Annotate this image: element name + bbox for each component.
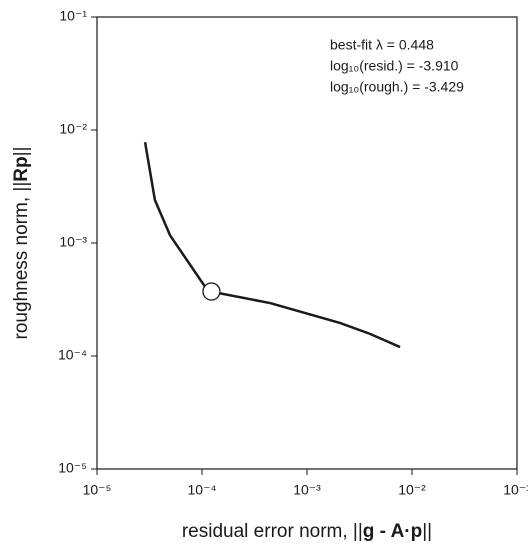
annotation: log₁₀(resid.) = -3.910: [330, 58, 459, 74]
y-tick-label: 10⁻³: [59, 234, 87, 250]
y-label-part: roughness norm, ||: [11, 182, 32, 340]
x-tick-label: 10⁻³: [293, 482, 321, 498]
x-tick-label: 10⁻⁵: [83, 482, 112, 498]
y-label-part: ||: [11, 147, 32, 157]
annotation: log₁₀(rough.) = -3.429: [330, 79, 464, 95]
annotation: best-fit λ = 0.448: [330, 37, 434, 53]
x-tick-label: 10⁻²: [398, 482, 426, 498]
y-tick-label: 10⁻⁴: [58, 347, 87, 363]
y-tick-label: 10⁻²: [59, 121, 87, 137]
x-label-part: g - A·p: [363, 521, 422, 542]
curve: [143, 141, 401, 349]
x-label-part: ||: [422, 521, 432, 542]
x-tick-label: 10⁻¹: [503, 482, 528, 498]
x-axis-label: residual error norm, ||g - A·p||: [182, 521, 432, 542]
y-tick-label: 10⁻⁵: [58, 460, 87, 476]
x-tick-label: 10⁻⁴: [188, 482, 217, 498]
x-label-part: residual error norm, ||: [182, 521, 363, 542]
y-axis-label: roughness norm, ||Rp||: [11, 147, 32, 340]
best-fit-marker: [202, 282, 221, 301]
y-label-part: Rp: [11, 156, 32, 181]
y-tick-label: 10⁻¹: [59, 8, 87, 24]
